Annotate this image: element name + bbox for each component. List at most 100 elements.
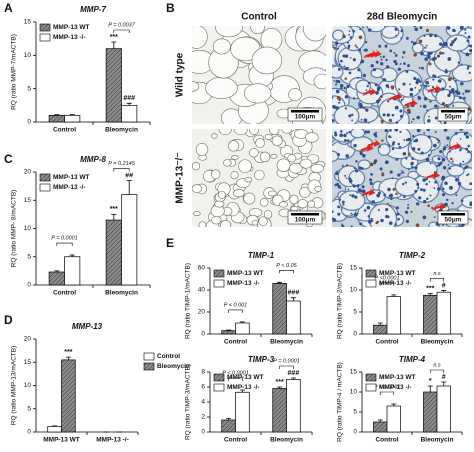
nucleus (372, 68, 376, 72)
nucleus (341, 223, 344, 226)
nucleus (414, 86, 417, 89)
nucleus (412, 41, 417, 46)
comparison-bracket (113, 168, 130, 172)
scale-bar (441, 213, 465, 216)
y-tick-label: 15 (350, 265, 358, 272)
legend-label: MMP-13 -/- (227, 280, 260, 287)
nucleus (421, 66, 424, 70)
nucleus (338, 198, 342, 201)
y-tick-label: 0 (353, 429, 357, 436)
nucleus (389, 49, 393, 53)
significance: ### (288, 370, 300, 377)
nucleus (436, 54, 440, 58)
nucleus (348, 71, 352, 75)
alveolus (192, 161, 200, 171)
legend-swatch (365, 279, 377, 288)
nucleus (446, 136, 450, 140)
nucleus (357, 77, 359, 79)
alveolus (231, 155, 239, 160)
nucleus (412, 118, 415, 121)
nucleus (390, 197, 393, 200)
nucleus (445, 104, 449, 108)
nucleus (418, 39, 423, 44)
nucleus (449, 157, 453, 161)
error-bar (377, 322, 383, 326)
comparison-bracket (379, 282, 395, 286)
nucleus (454, 131, 458, 135)
nucleus (409, 83, 411, 86)
nucleus (468, 44, 471, 47)
nucleus (364, 41, 368, 44)
alveolus (212, 38, 231, 55)
alveolus (195, 143, 209, 157)
nucleus (352, 184, 356, 188)
x-tick-label: Bleomycin (270, 437, 303, 444)
nucleus (363, 106, 366, 110)
nucleus (397, 212, 400, 216)
nucleus (452, 77, 455, 80)
nucleus (334, 133, 338, 137)
alveolus (314, 185, 322, 192)
x-tick-label: Bleomycin (105, 290, 138, 297)
nucleus (368, 28, 372, 32)
nucleus (346, 139, 350, 142)
error-bar (441, 381, 447, 386)
nucleus (404, 210, 409, 214)
alveolus (238, 159, 252, 173)
error-bar (391, 294, 397, 297)
nucleus (367, 215, 370, 218)
nucleus (395, 192, 398, 196)
x-tick-label: Control (375, 339, 398, 346)
nucleus (405, 219, 410, 224)
nucleus (437, 105, 439, 108)
nucleus (391, 177, 394, 180)
nucleus (416, 182, 420, 186)
nucleus (410, 163, 413, 166)
nucleus (378, 44, 382, 48)
nucleus (380, 218, 384, 223)
nucleus (370, 217, 373, 220)
y-tick-label: 5 (27, 85, 31, 92)
nucleus (465, 147, 468, 151)
significance: *** (426, 285, 434, 292)
nucleus (410, 210, 413, 213)
nucleus (459, 162, 462, 165)
row-header: Wild type (175, 52, 186, 97)
nucleus (400, 172, 403, 175)
nucleus (430, 206, 434, 210)
nucleus (437, 187, 441, 191)
legend-swatch (213, 383, 225, 392)
alveolus (249, 148, 259, 158)
y-tick-label: 10 (350, 287, 358, 294)
nucleus (426, 197, 429, 201)
nucleus (363, 48, 367, 52)
nucleus (424, 57, 428, 61)
nucleus (406, 206, 410, 210)
legend-swatch (143, 362, 155, 371)
bar (121, 104, 138, 123)
alveolus (276, 158, 291, 172)
nucleus (351, 194, 355, 198)
chart-title: TIMP-1 (248, 251, 275, 260)
nucleus (385, 58, 388, 62)
nucleus (399, 62, 402, 65)
nucleus (363, 118, 368, 122)
nucleus (345, 164, 349, 167)
nucleus (386, 215, 390, 219)
bar (272, 283, 287, 335)
nucleus (420, 188, 423, 192)
nucleus (438, 51, 443, 55)
bar (373, 324, 388, 335)
comparison-label: n.s (433, 362, 441, 368)
nucleus (362, 73, 367, 78)
nucleus (344, 174, 347, 177)
nucleus (447, 57, 452, 61)
nucleus (357, 188, 362, 193)
nucleus (410, 121, 413, 123)
alveolus (192, 184, 203, 193)
nucleus (335, 106, 339, 110)
nucleus (467, 144, 470, 148)
significance: ## (125, 172, 133, 179)
nucleus (465, 131, 469, 134)
comparison-label: P < 0.05 (276, 263, 297, 269)
